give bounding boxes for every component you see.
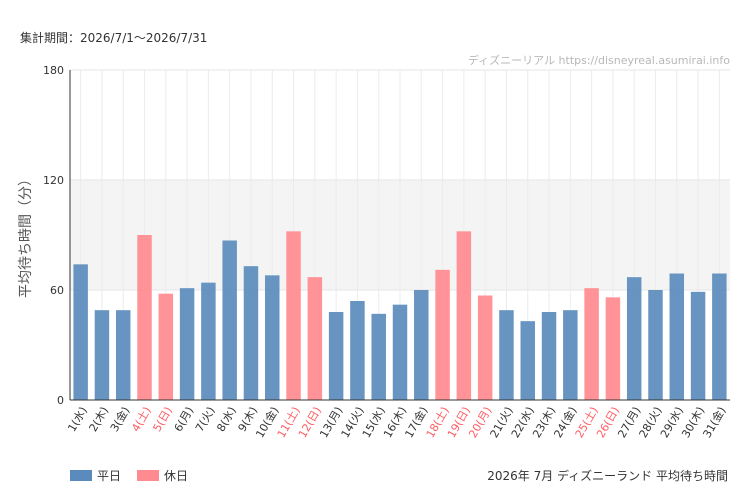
bar (307, 277, 323, 400)
bar (414, 290, 429, 400)
bar (371, 313, 386, 400)
bar (115, 310, 131, 400)
x-tick-label: 1(水) (65, 405, 90, 435)
bar (350, 301, 365, 400)
legend-item-holiday[interactable]: 休日 (137, 467, 188, 484)
site-watermark: ディズニーリアル https://disneyreal.asumirai.inf… (467, 54, 730, 67)
x-tick-label: 2(木) (87, 405, 112, 435)
y-tick-label: 180 (43, 64, 64, 77)
bar (520, 321, 535, 400)
bar (477, 295, 493, 400)
legend-label-holiday: 休日 (164, 469, 189, 483)
x-tick-label: 4(土) (129, 405, 154, 435)
legend-label-weekday: 平日 (97, 469, 122, 483)
y-tick-label: 60 (50, 284, 64, 297)
bar (328, 312, 344, 400)
bar (73, 264, 88, 400)
y-tick-label: 120 (43, 174, 64, 187)
bar (179, 288, 195, 400)
bar (605, 297, 621, 400)
bar (286, 231, 301, 400)
bar (626, 277, 642, 400)
bar (584, 288, 599, 400)
period-label: 集計期間：2026/7/1〜2026/7/31 (20, 31, 208, 45)
legend-item-weekday[interactable]: 平日 (70, 467, 121, 484)
bar (456, 231, 472, 400)
x-tick-label: 6(月) (172, 405, 197, 435)
bar (435, 269, 450, 400)
bar (392, 304, 408, 400)
bar (563, 310, 578, 400)
bar (94, 310, 110, 400)
x-tick-label: 8(水) (214, 405, 239, 435)
bar (541, 312, 557, 400)
bar (690, 291, 706, 400)
x-tick-label: 5(日) (150, 405, 175, 435)
legend-swatch-holiday (137, 470, 160, 481)
bar (648, 290, 663, 400)
bar (265, 275, 280, 400)
x-tick-label: 7(火) (193, 405, 218, 435)
y-tick-label: 0 (57, 394, 64, 407)
y-axis-label: 平均待ち時間（分） (18, 172, 34, 298)
bar (499, 310, 514, 400)
bar (222, 240, 237, 400)
x-tick-label: 3(金) (107, 404, 132, 434)
bar (137, 235, 152, 400)
bar (158, 293, 174, 400)
legend-swatch-weekday (70, 470, 92, 481)
legend: 平日 休日 (70, 467, 188, 484)
bar (669, 273, 685, 400)
bar (712, 273, 727, 400)
bar (243, 266, 259, 400)
bar (201, 282, 216, 400)
chart-footer-title: 2026年 7月 ディズニーランド 平均待ち時間 (487, 469, 728, 483)
